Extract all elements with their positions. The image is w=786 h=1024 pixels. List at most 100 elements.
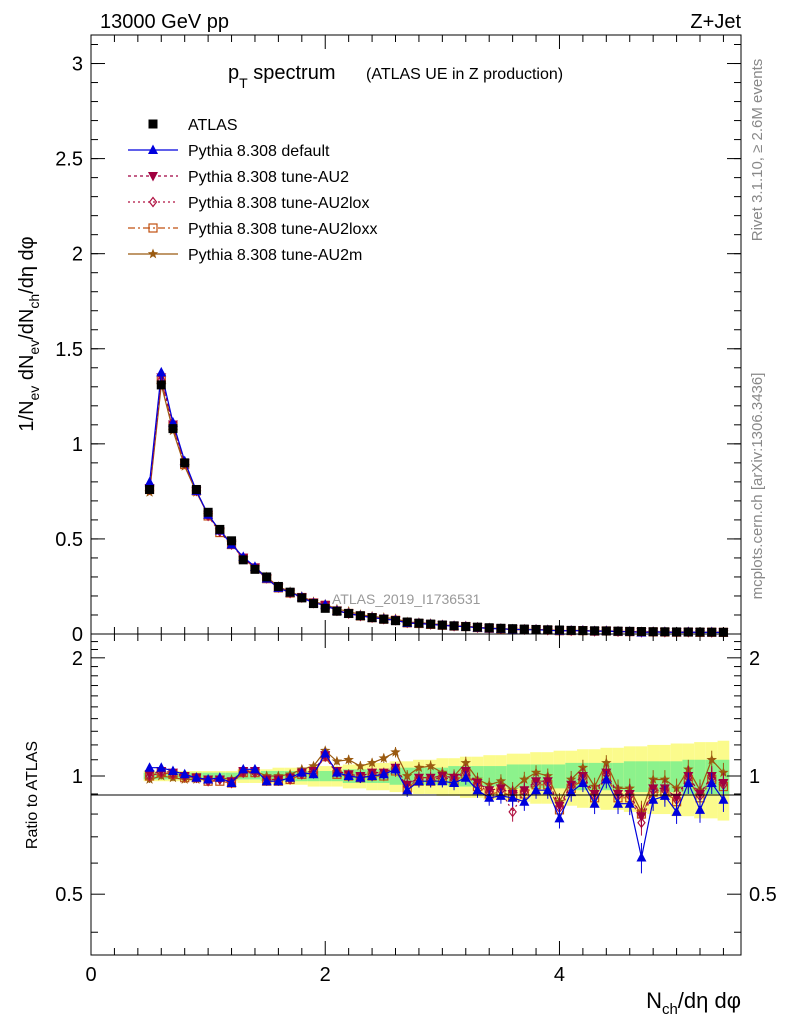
ratio-point-au2lox-31 — [508, 806, 517, 818]
ratio-point-default-37 — [577, 777, 588, 787]
ratio-point-default-28 — [472, 784, 483, 795]
main-point-data-24 — [426, 619, 436, 629]
x-label-part: ch — [662, 1001, 678, 1018]
ratio-point-default-49 — [718, 794, 729, 804]
ratio-point-au2m-22 — [402, 770, 413, 781]
ratio-point-au2m-18 — [355, 760, 366, 771]
ratio-point-au2-34 — [542, 777, 553, 787]
ratio-point-default-4 — [191, 772, 202, 782]
band-inner-40 — [612, 762, 624, 791]
main-point-data-48 — [707, 627, 717, 637]
main-ytick-label-4: 2 — [72, 244, 83, 266]
main-point-data-22 — [402, 617, 412, 627]
ratio-point-au2m-24 — [425, 760, 436, 771]
main-point-data-36 — [566, 625, 576, 635]
ratio-y-axis-label: Ratio to ATLAS — [24, 741, 41, 849]
main-point-data-1 — [156, 380, 166, 390]
ratio-point-au2m-49 — [718, 767, 729, 778]
ratio-point-default-32 — [519, 796, 530, 806]
main-point-data-32 — [519, 624, 529, 634]
ratio-point-au2-43 — [648, 784, 659, 794]
ratio-point-au2m-48 — [706, 754, 717, 765]
main-point-data-40 — [613, 626, 623, 636]
ratio-point-au2m-27 — [460, 757, 471, 768]
main-point-data-8 — [238, 555, 248, 565]
mcplots-label: mcplots.cern.ch [arXiv:1306.3436] — [749, 373, 766, 600]
ratio-point-au2m-23 — [413, 762, 425, 773]
main-point-data-19 — [367, 613, 377, 623]
ratio-point-au2m-39 — [601, 757, 612, 768]
main-point-data-15 — [320, 603, 330, 613]
main-point-data-4 — [191, 484, 201, 494]
ratio-point-default-29 — [484, 792, 495, 802]
ratio-point-au2m-21 — [390, 746, 401, 757]
title-sub-t: T — [239, 75, 248, 91]
main-point-data-28 — [472, 622, 482, 632]
main-point-default-1 — [156, 366, 167, 377]
x-label-part: N — [646, 988, 662, 1013]
main-point-data-10 — [262, 572, 272, 582]
ratio-ytick-label-0: 0.5 — [55, 884, 83, 906]
legend: ATLAS Pythia 8.308 default Pythia 8.308 tu… — [128, 117, 377, 264]
ratio-point-default-19 — [367, 770, 378, 781]
main-ylabel-part: ev — [26, 386, 42, 401]
ratio-point-au2-32 — [519, 786, 530, 796]
main-point-data-20 — [379, 614, 389, 624]
ratio-point-au2m-17 — [343, 754, 354, 765]
ratio-series-layer — [144, 745, 729, 874]
ratio-axis-ticks: 0 2 4 0.5 0.5 1 1 2 2 — [55, 634, 777, 986]
legend-marker-au2lox — [148, 196, 158, 208]
ratio-point-au2m-16 — [331, 755, 343, 766]
process-label: Z+Jet — [690, 11, 741, 33]
ratio-point-default-16 — [331, 767, 342, 777]
main-point-default-0 — [144, 476, 155, 487]
ratio-point-au2m-33 — [530, 767, 542, 778]
ratio-point-au2m-14 — [308, 760, 319, 771]
ratio-point-default-6 — [214, 772, 225, 782]
ratio-point-default-24 — [425, 775, 436, 786]
ratio-ytick-label-1: 1 — [72, 766, 83, 788]
ratio-point-default-8 — [238, 763, 249, 774]
main-point-data-38 — [590, 626, 600, 636]
main-point-data-46 — [683, 627, 693, 637]
legend-label-au2lox: Pythia 8.308 tune-AU2lox — [188, 195, 369, 212]
ratio-point-default-40 — [613, 798, 624, 808]
ratio-point-default-39 — [601, 773, 612, 784]
band-inner-35 — [553, 764, 566, 789]
ratio-point-default-17 — [343, 770, 354, 781]
x-label-part: /dη dφ — [678, 988, 741, 1013]
main-ylabel-part: 1/N — [16, 400, 38, 431]
ratio-point-default-43 — [648, 794, 659, 804]
main-point-data-26 — [449, 621, 459, 631]
ratio-ytick-label-right-1: 1 — [749, 766, 760, 788]
energy-label: 13000 GeV pp — [100, 11, 229, 33]
main-ylabel-part: /dN — [16, 309, 38, 340]
main-point-data-16 — [332, 606, 342, 616]
title-rest: spectrum — [248, 62, 336, 84]
ratio-point-au2m-37 — [577, 762, 589, 773]
title-subtitle: (ATLAS UE in Z production) — [366, 66, 563, 83]
legend-marker-au2loxx — [148, 223, 158, 233]
ratio-point-default-18 — [355, 772, 366, 782]
ratio-point-default-35 — [554, 812, 565, 823]
main-point-data-5 — [203, 507, 213, 517]
legend-marker-data — [148, 119, 158, 129]
ratio-point-default-25 — [437, 775, 448, 786]
ratio-point-default-21 — [390, 763, 401, 774]
main-point-data-3 — [180, 458, 190, 468]
main-point-data-17 — [344, 608, 354, 618]
ratio-xtick-label-1: 2 — [320, 964, 331, 986]
ratio-point-default-10 — [261, 775, 272, 786]
legend-label-au2loxx: Pythia 8.308 tune-AU2loxx — [188, 221, 377, 238]
ratio-point-default-12 — [285, 772, 296, 782]
ratio-point-default-1 — [156, 762, 167, 772]
ratio-point-au2-45 — [671, 793, 682, 804]
main-point-data-23 — [414, 618, 424, 628]
ratio-point-au2-33 — [531, 777, 542, 787]
ratio-xtick-label-2: 4 — [554, 964, 565, 986]
main-point-data-12 — [285, 587, 295, 597]
main-point-default-2 — [167, 416, 178, 427]
main-point-data-44 — [660, 627, 670, 637]
main-point-data-2 — [168, 424, 178, 434]
